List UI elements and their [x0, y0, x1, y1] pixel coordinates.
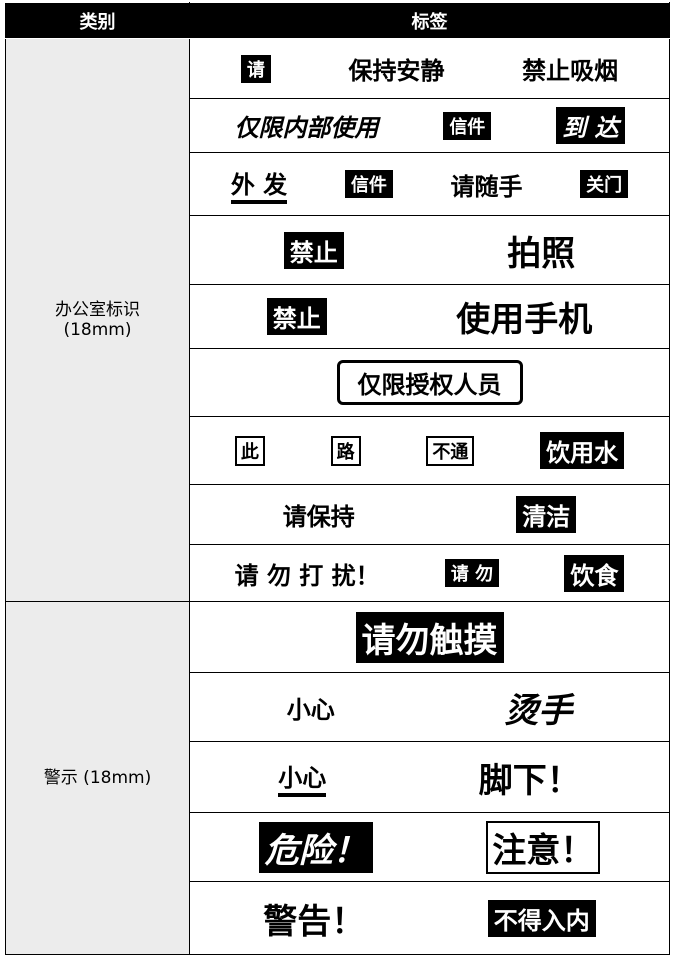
label-row: 小心 烫手: [6, 672, 670, 742]
label-cell: 外 发 信件 请随手 关门: [189, 152, 670, 216]
label-text: 不通: [426, 435, 475, 466]
label-row: 此 路 不通 饮用水: [6, 416, 670, 485]
label-cell: 请 保持安静 禁止吸烟: [189, 38, 670, 99]
header-cell: 标签: [189, 2, 670, 39]
label-text: 警告！: [263, 901, 366, 942]
label-cell: 请 勿 打 扰！ 请 勿 饮食: [189, 544, 670, 602]
label-text: 烫手: [504, 690, 573, 731]
label-group: 请勿触摸: [190, 602, 669, 672]
label-group: 危险！ 注意！: [190, 813, 669, 881]
label-group: 外 发 信件 请随手 关门: [190, 153, 669, 215]
label-group: 此 路 不通 饮用水: [190, 417, 669, 484]
label-row: 禁止 使用手机: [6, 284, 670, 349]
label-text: 信件: [443, 111, 492, 140]
header-cell: 类别: [5, 2, 190, 39]
label-table: 类别 标签 办公室标识 (18mm) 请保持安静 禁止吸烟 仅限内部使用 信件到 达外 发…: [5, 2, 670, 955]
label-text: 脚下！: [478, 760, 581, 801]
label-text: 请保持: [282, 503, 355, 531]
label-row: 警示 (18mm) 请勿触摸: [5, 601, 670, 955]
label-text: 请随手: [450, 172, 523, 201]
label-text: 关门: [580, 170, 629, 198]
label-group: 请保持 清洁: [190, 485, 669, 544]
label-text: 此: [234, 435, 265, 466]
label-group: 请 勿 打 扰！ 请 勿 饮食: [190, 545, 669, 601]
category-text: (18mm): [63, 320, 132, 340]
label-text: 请: [240, 54, 271, 83]
label-cell: 小心 烫手: [189, 672, 670, 742]
label-group: 禁止 使用手机: [190, 285, 669, 348]
label-cell: 禁止 拍照: [189, 215, 670, 285]
label-text: 不得入内: [487, 899, 596, 937]
label-text: 危险！: [258, 821, 373, 873]
label-text: 到 达: [556, 107, 625, 144]
label-cell: 仅限内部使用 信件 到 达: [189, 98, 670, 153]
label-text: 使用手机: [456, 300, 593, 340]
label-text: 保持安静: [348, 57, 445, 85]
label-cell: 小心 脚下！: [189, 741, 670, 813]
label-text: 路: [330, 435, 361, 466]
label-text: 拍照: [507, 233, 576, 274]
label-text: 清洁: [516, 496, 577, 533]
label-row: 仅限授权人员: [6, 348, 670, 417]
label-text: 请 勿 打 扰！: [234, 561, 380, 590]
label-text: 禁止吸烟: [522, 57, 619, 85]
label-group: 仅限内部使用 信件 到 达: [190, 99, 669, 152]
category-cell: 警示 (18mm): [5, 601, 190, 955]
label-cell: 请保持 清洁: [189, 484, 670, 545]
label-cell: 警告！ 不得入内: [189, 881, 670, 955]
label-cell: 此 路 不通 饮用水: [189, 416, 670, 485]
label-cell: 危险！ 注意！: [189, 812, 670, 882]
label-text: 禁止: [266, 298, 327, 335]
label-group: 小心 脚下！: [190, 742, 669, 812]
label-text: 请勿触摸: [355, 611, 504, 663]
label-row: 危险！ 注意！: [6, 812, 670, 882]
label-text: 仅限内部使用: [234, 114, 379, 142]
category-text: 警示 (18mm): [43, 768, 152, 788]
label-text: 小心: [286, 695, 335, 724]
category-cell: 办公室标识 (18mm): [5, 38, 190, 602]
label-group: 警告！ 不得入内: [190, 882, 669, 954]
label-row: 警告！ 不得入内: [6, 881, 670, 955]
label-text: 外 发: [230, 165, 288, 204]
label-row: 请 勿 打 扰！ 请 勿 饮食: [6, 544, 670, 602]
label-group: 请 保持安静 禁止吸烟: [190, 39, 669, 98]
label-text: 饮食: [564, 554, 625, 592]
label-group: 仅限授权人员: [190, 349, 669, 416]
category-text: 办公室标识: [55, 300, 140, 320]
label-row: 小心 脚下！: [6, 741, 670, 813]
label-row: 外 发 信件 请随手 关门: [6, 152, 670, 216]
label-row: 仅限内部使用 信件 到 达: [6, 98, 670, 153]
label-cell: 请勿触摸: [189, 601, 670, 673]
header-row: 类别 标签: [5, 2, 670, 39]
label-group: 小心 烫手: [190, 673, 669, 741]
label-text: 信件: [344, 170, 393, 198]
label-text: 仅限授权人员: [336, 360, 523, 405]
label-text: 小心: [278, 758, 327, 797]
label-text: 请 勿: [444, 559, 500, 587]
label-text: 注意！: [486, 820, 601, 874]
label-cell: 禁止 使用手机: [189, 284, 670, 349]
label-row: 办公室标识 (18mm) 请 保持安静 禁止吸烟: [5, 38, 670, 602]
label-row: 请保持 清洁: [6, 484, 670, 545]
label-text: 禁止: [283, 231, 344, 269]
label-group: 禁止 拍照: [190, 216, 669, 284]
label-cell: 仅限授权人员: [189, 348, 670, 417]
label-text: 饮用水: [540, 432, 625, 469]
